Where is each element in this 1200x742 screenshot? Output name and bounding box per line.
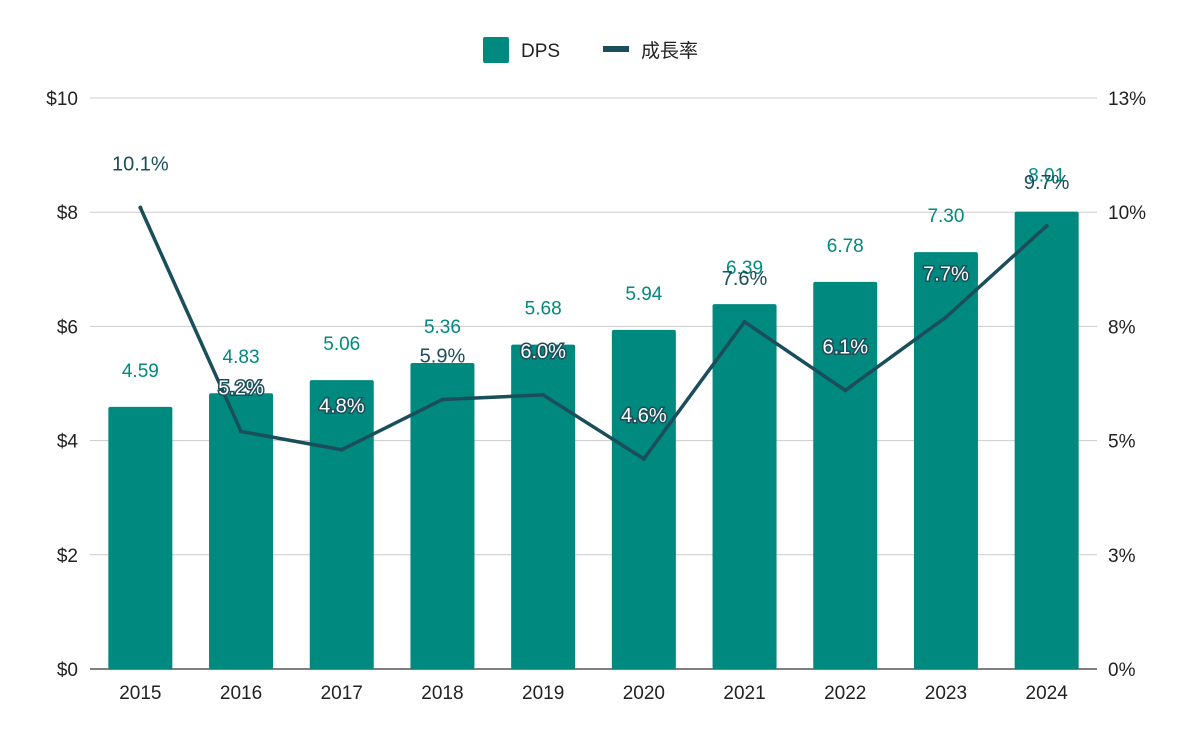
dps-bar [913, 252, 978, 670]
dps-bar [410, 362, 475, 669]
growth-point [541, 392, 546, 397]
growth-point [239, 429, 244, 434]
growth-line-path [138, 205, 1049, 461]
growth-point [843, 388, 848, 393]
x-tick-label: 2022 [824, 683, 866, 704]
x-tick-label: 2021 [723, 683, 765, 704]
x-tick-label: 2020 [623, 683, 665, 704]
growth-point [641, 456, 646, 461]
dps-bar-label: 6.78 [827, 236, 864, 257]
dps-bar-label: 5.36 [424, 317, 461, 338]
y-right-tick-label: 5% [1108, 432, 1136, 453]
dps-bar [511, 344, 576, 669]
x-tick-label: 2023 [925, 683, 967, 704]
dps-bar [712, 304, 777, 669]
dps-bar [309, 380, 374, 669]
y-right-tick-label: 8% [1108, 317, 1136, 338]
growth-label: 9.7% [1024, 172, 1070, 194]
legend-label-growth: 成長率 [641, 40, 698, 62]
growth-label: 6.0% [520, 341, 566, 363]
growth-point [1044, 223, 1049, 228]
y-left-tick-label: $10 [46, 89, 78, 110]
dps-bar-label: 8.01 [1028, 166, 1065, 187]
growth-label: 7.7% [923, 263, 969, 285]
y-left-tick-label: $2 [57, 546, 78, 567]
growth-point [339, 447, 344, 452]
dps-data-labels: 4.59 4.83 5.06 5.36 5.68 5.94 6.39 6.78 7.30 8.01 [122, 166, 1065, 382]
growth-point [943, 315, 948, 320]
dps-bar [1014, 211, 1079, 669]
y-right-tick-label: 10% [1108, 203, 1146, 224]
growth-label: 4.6% [621, 405, 667, 427]
legend: DPS 成長率 [483, 37, 698, 63]
growth-point [138, 205, 143, 210]
growth-label: 6.1% [822, 336, 868, 358]
growth-label: 5.9% [420, 345, 466, 367]
y-right-tick-label: 13% [1108, 89, 1146, 110]
y-right-tick-label: 0% [1108, 660, 1136, 681]
dps-bar-label: 5.06 [323, 334, 360, 355]
x-tick-label: 2016 [220, 683, 262, 704]
x-tick-label: 2017 [321, 683, 363, 704]
y-left-tick-label: $0 [57, 660, 78, 681]
axes: $0 $2 $4 $6 $8 $10 0% 3% 5% 8% 10% 13% 2015 2016 2017 2… [46, 89, 1146, 704]
dps-bar-label: 4.59 [122, 361, 159, 382]
y-left-tick-label: $6 [57, 317, 78, 338]
growth-data-labels: 10.1% 5.2% 4.8% 5.9% 6.0% 4.6% 7.6% 6.1% 7.7% 9.7… [112, 154, 1070, 429]
dps-bar-label: 5.68 [525, 299, 562, 320]
growth-point [742, 319, 747, 324]
legend-swatch-growth [603, 46, 629, 52]
dps-bar-label: 6.39 [726, 258, 763, 279]
x-tick-label: 2015 [119, 683, 161, 704]
dps-bar-label: 7.30 [927, 206, 964, 227]
growth-point [440, 397, 445, 402]
growth-line [138, 205, 1049, 461]
y-left-tick-label: $4 [57, 432, 79, 453]
y-right-tick-label: 3% [1108, 546, 1136, 567]
legend-label-dps: DPS [521, 41, 560, 62]
x-tick-label: 2019 [522, 683, 564, 704]
growth-label: 7.6% [722, 268, 768, 290]
growth-label: 4.8% [319, 396, 365, 418]
dps-bars [108, 211, 1079, 670]
y-left-tick-label: $8 [57, 203, 78, 224]
legend-swatch-dps [483, 37, 509, 63]
growth-label: 5.2% [218, 377, 264, 399]
x-tick-label: 2024 [1026, 683, 1069, 704]
dps-bar-label: 4.83 [223, 347, 260, 368]
growth-label: 10.1% [112, 154, 169, 176]
x-tick-label: 2018 [421, 683, 463, 704]
dps-bar-label: 5.94 [625, 284, 662, 305]
dps-bar [611, 329, 676, 669]
dps-bar [209, 393, 274, 669]
dps-bar [108, 406, 173, 669]
